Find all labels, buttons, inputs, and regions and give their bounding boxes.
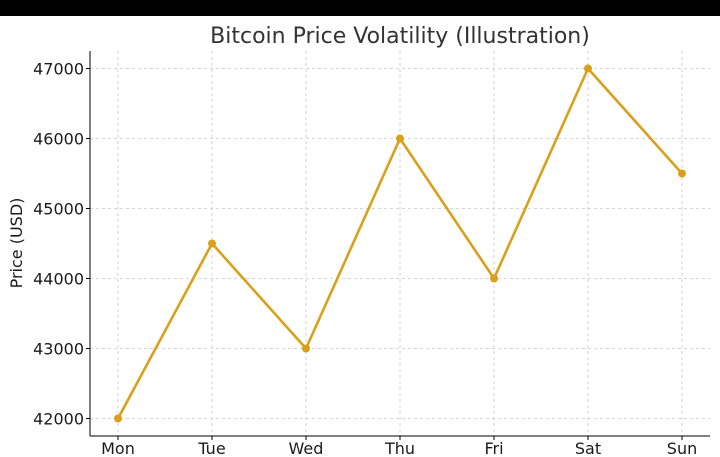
grid bbox=[90, 51, 710, 436]
x-tick-label: Sat bbox=[575, 439, 601, 457]
top-band bbox=[0, 0, 720, 16]
data-point bbox=[584, 64, 592, 73]
data-point bbox=[302, 344, 310, 353]
y-axis-title: Price (USD) bbox=[7, 198, 26, 289]
data-point bbox=[114, 414, 122, 423]
x-tick-label: Mon bbox=[101, 439, 135, 457]
x-tick-label: Wed bbox=[289, 439, 324, 457]
data-point bbox=[678, 169, 686, 178]
y-tick-label: 42000 bbox=[33, 410, 84, 429]
ticks: Mon Tue Wed Thu Fri Sat Sun 42000 43000 44000 4500… bbox=[33, 60, 697, 457]
y-tick-label: 47000 bbox=[33, 60, 84, 79]
x-tick-label: Thu bbox=[384, 439, 415, 457]
x-tick-label: Fri bbox=[484, 439, 503, 457]
series bbox=[114, 64, 686, 423]
y-tick-label: 44000 bbox=[33, 270, 84, 289]
chart-title: Bitcoin Price Volatility (Illustration) bbox=[210, 24, 590, 49]
y-tick-label: 45000 bbox=[33, 200, 84, 219]
data-point bbox=[396, 134, 404, 143]
x-tick-label: Tue bbox=[197, 439, 225, 457]
data-point bbox=[490, 274, 498, 283]
data-point bbox=[208, 239, 216, 248]
x-tick-label: Sun bbox=[667, 439, 697, 457]
y-tick-label: 43000 bbox=[33, 340, 84, 359]
y-tick-label: 46000 bbox=[33, 130, 84, 149]
